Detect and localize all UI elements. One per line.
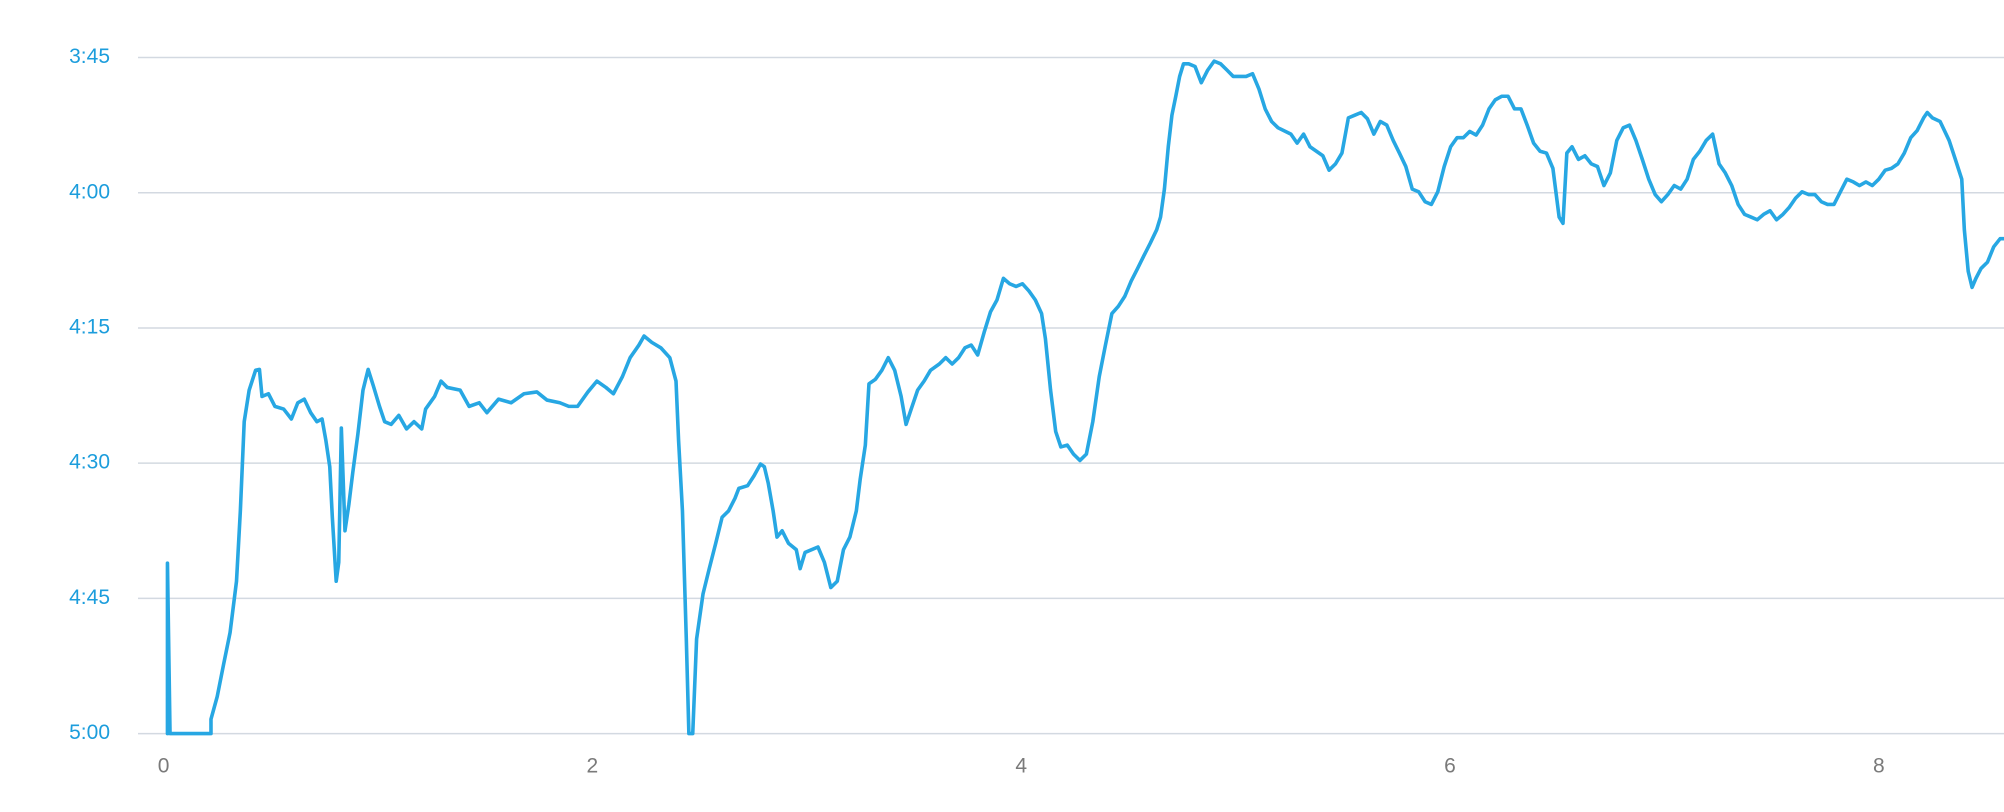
y-tick-label: 3:45 xyxy=(69,45,110,68)
x-tick-label: 2 xyxy=(587,755,599,778)
y-tick-label: 4:00 xyxy=(69,180,110,203)
x-tick-label: 4 xyxy=(1015,755,1027,778)
y-tick-label: 5:00 xyxy=(69,721,110,744)
y-tick-label: 4:15 xyxy=(69,315,110,338)
y-tick-label: 4:45 xyxy=(69,586,110,609)
x-tick-label: 6 xyxy=(1444,755,1456,778)
x-tick-label: 0 xyxy=(158,755,170,778)
x-tick-label: 8 xyxy=(1873,755,1885,778)
pace-line xyxy=(165,59,2004,736)
y-tick-label: 4:30 xyxy=(69,451,110,474)
